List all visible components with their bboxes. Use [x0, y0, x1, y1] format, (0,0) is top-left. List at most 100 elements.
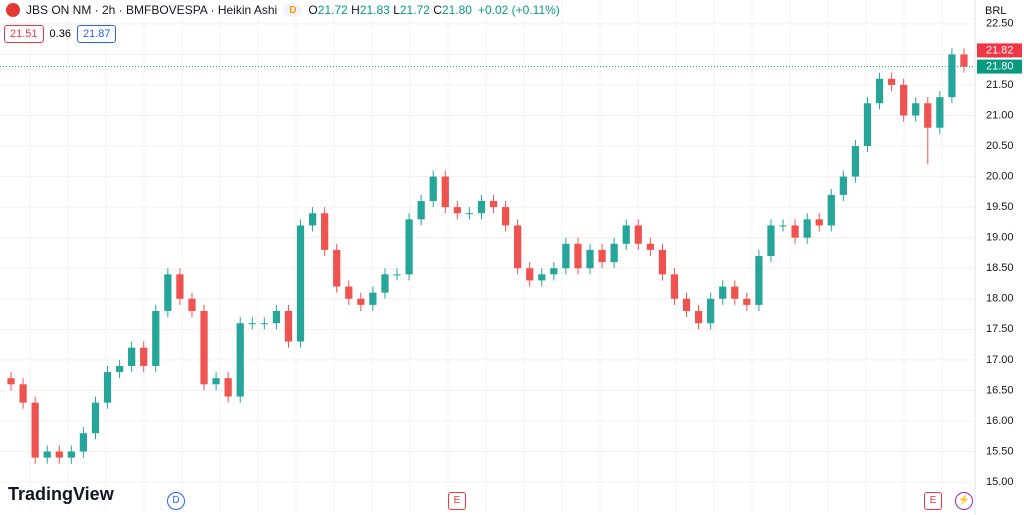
- candle-body: [152, 310, 160, 366]
- ohlc-label: H: [351, 3, 360, 17]
- candle-body: [851, 146, 860, 177]
- candle-body: [948, 54, 956, 98]
- candle-body: [345, 286, 353, 299]
- candle-body: [441, 176, 449, 208]
- candle-body: [755, 256, 763, 305]
- candle-body: [453, 207, 461, 214]
- order-panel: 21.51 0.36 21.87: [4, 25, 117, 43]
- candle-body: [538, 274, 546, 281]
- candle-body: [670, 274, 679, 299]
- candle-body: [200, 310, 208, 385]
- y-tick-label: 17.00: [986, 354, 1014, 366]
- candle-body: [622, 225, 630, 244]
- candle-body: [248, 323, 256, 325]
- candle-body: [924, 103, 932, 128]
- events-button[interactable]: ⚡: [955, 492, 973, 510]
- y-tick-label: 15.50: [986, 445, 1014, 457]
- candle-body: [236, 323, 244, 397]
- y-tick-label: 16.50: [986, 384, 1014, 396]
- candle-body: [682, 298, 691, 311]
- price-label: 21.80: [986, 61, 1014, 73]
- ohlc-label: C: [433, 3, 442, 17]
- candle-body: [526, 268, 534, 281]
- candle-body: [224, 378, 232, 397]
- ohlc-value: 21.83: [359, 3, 390, 17]
- symbol-logo: [6, 3, 20, 17]
- sell-button[interactable]: 21.51: [4, 25, 44, 43]
- candle-body: [115, 365, 124, 373]
- y-tick-label: 18.50: [986, 262, 1014, 274]
- candle-body: [731, 286, 739, 299]
- y-tick-label: 21.00: [986, 109, 1014, 121]
- candle-body: [188, 298, 196, 311]
- candle-body: [284, 310, 293, 342]
- candle-body: [477, 201, 486, 214]
- y-tick-label: 17.50: [986, 323, 1014, 335]
- candle-body: [465, 213, 474, 215]
- candle-body: [598, 249, 606, 263]
- candle-body: [779, 225, 787, 227]
- ohlc-value: 21.72: [399, 3, 430, 17]
- candle-body: [501, 207, 510, 226]
- ohlc-label: O: [308, 3, 318, 17]
- y-tick-label: 20.00: [986, 170, 1014, 182]
- candle-body: [887, 78, 896, 85]
- earnings-marker[interactable]: E: [924, 492, 942, 510]
- ohlc-value: 21.72: [317, 3, 348, 17]
- ohlc-label: L: [393, 3, 400, 17]
- candle-body: [694, 310, 703, 324]
- currency: BRL: [985, 5, 1006, 17]
- candle-body: [900, 84, 908, 116]
- candle-body: [646, 243, 654, 250]
- ohlc-value: 21.80: [441, 3, 472, 17]
- y-tick-label: 15.00: [986, 476, 1014, 488]
- buy-button[interactable]: 21.87: [76, 25, 117, 43]
- candle-body: [912, 103, 920, 116]
- candle-body: [67, 451, 75, 458]
- candle-body: [260, 323, 268, 325]
- candle-body: [296, 225, 305, 342]
- y-tick-label: 21.50: [986, 79, 1014, 91]
- symbol[interactable]: JBS ON NM · 2h · BMFBOVESPA · Heikin Ash…: [26, 3, 278, 17]
- y-tick-label: 19.50: [986, 201, 1014, 213]
- candle-body: [827, 194, 835, 226]
- spread: 0.36: [49, 28, 71, 40]
- candle-body: [489, 201, 498, 208]
- earnings-marker[interactable]: E: [448, 492, 466, 510]
- candle-body: [417, 201, 425, 220]
- candle-body: [103, 372, 112, 403]
- candle-body: [381, 274, 389, 293]
- candle-body: [321, 213, 329, 250]
- candle-body: [610, 243, 618, 263]
- candle-body: [405, 219, 413, 275]
- candle-body: [839, 176, 847, 195]
- candle-body: [55, 451, 63, 458]
- price-label-bg: [977, 43, 1022, 58]
- price-label: 21.82: [986, 44, 1014, 56]
- header: JBS ON NM · 2h · BMFBOVESPA · Heikin Ash…: [6, 3, 560, 17]
- candle-body: [393, 274, 401, 276]
- candle-body: [936, 97, 944, 128]
- candle-body: [91, 402, 100, 434]
- y-tick-label: 16.00: [986, 415, 1014, 427]
- candle-body: [875, 78, 884, 104]
- candle-body: [19, 384, 27, 403]
- candle-body: [863, 103, 872, 147]
- price-label-bg: [977, 59, 1022, 74]
- candle-body: [272, 310, 281, 324]
- candle-body: [550, 268, 558, 275]
- badge: D: [283, 3, 303, 17]
- candle-body: [43, 451, 51, 458]
- candle-body: [803, 219, 811, 238]
- candle-body: [791, 225, 799, 238]
- candle-body: [79, 433, 88, 452]
- candle-body: [7, 378, 15, 385]
- candle-body: [514, 225, 522, 269]
- dividend-marker[interactable]: D: [167, 492, 185, 510]
- candle-body: [429, 176, 437, 202]
- candle-body: [767, 225, 775, 256]
- ohlc: O21.72 H21.83 L21.72 C21.80: [308, 3, 472, 17]
- y-tick-label: 22.50: [986, 18, 1014, 30]
- candle-body: [31, 402, 39, 458]
